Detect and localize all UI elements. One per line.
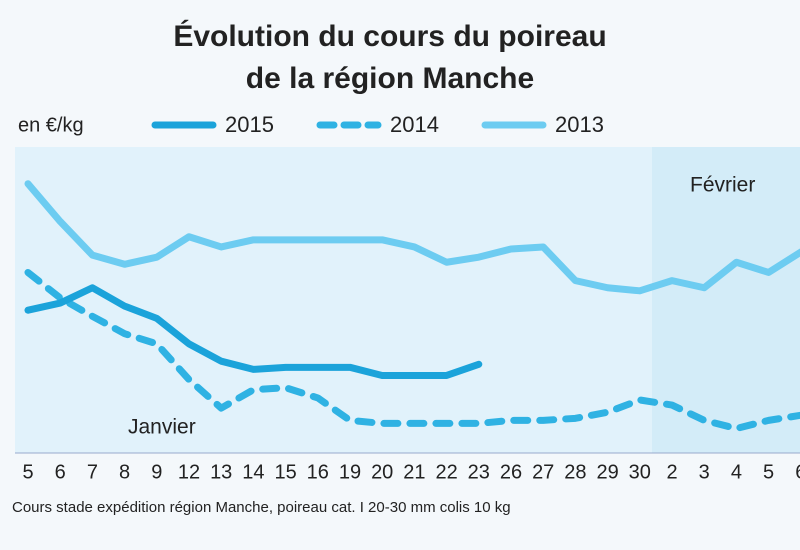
x-tick-label: 30	[629, 461, 651, 483]
legend-label: 2014	[390, 112, 439, 137]
chart-subtitle: de la région Manche	[246, 62, 534, 95]
x-tick-label: 29	[596, 461, 618, 483]
legend-label: 2015	[225, 112, 274, 137]
x-tick-label: 15	[274, 461, 296, 483]
legend-label: 2013	[555, 112, 604, 137]
x-tick-label: 28	[564, 461, 586, 483]
x-tick-label: 27	[532, 461, 554, 483]
x-tick-label: 13	[210, 461, 232, 483]
x-tick-label: 22	[435, 461, 457, 483]
x-tick-label: 14	[242, 461, 264, 483]
series-line	[24, 268, 800, 433]
x-tick-label: 7	[87, 461, 98, 483]
series-line	[24, 180, 800, 295]
annotation: Janvier	[128, 416, 196, 439]
x-tick-label: 20	[371, 461, 393, 483]
x-tick-label: 6	[795, 461, 800, 483]
x-tick-label: 19	[339, 461, 361, 483]
x-tick-label: 4	[731, 461, 742, 483]
x-tick-label: 5	[763, 461, 774, 483]
x-tick-label: 5	[22, 461, 33, 483]
x-tick-label: 26	[500, 461, 522, 483]
annotation: Février	[690, 174, 755, 197]
month-region	[652, 147, 800, 453]
chart-title: Évolution du cours du poireau	[173, 19, 606, 53]
x-tick-label: 3	[699, 461, 710, 483]
x-tick-label: 23	[468, 461, 490, 483]
footnote: Cours stade expédition région Manche, po…	[12, 499, 511, 516]
x-tick-label: 9	[151, 461, 162, 483]
x-tick-label: 12	[178, 461, 200, 483]
x-tick-label: 16	[307, 461, 329, 483]
y-axis-label: en €/kg	[18, 114, 84, 136]
x-tick-label: 2	[666, 461, 677, 483]
series-line	[24, 284, 483, 379]
x-tick-label: 21	[403, 461, 425, 483]
x-tick-label: 6	[55, 461, 66, 483]
x-tick-label: 8	[119, 461, 130, 483]
